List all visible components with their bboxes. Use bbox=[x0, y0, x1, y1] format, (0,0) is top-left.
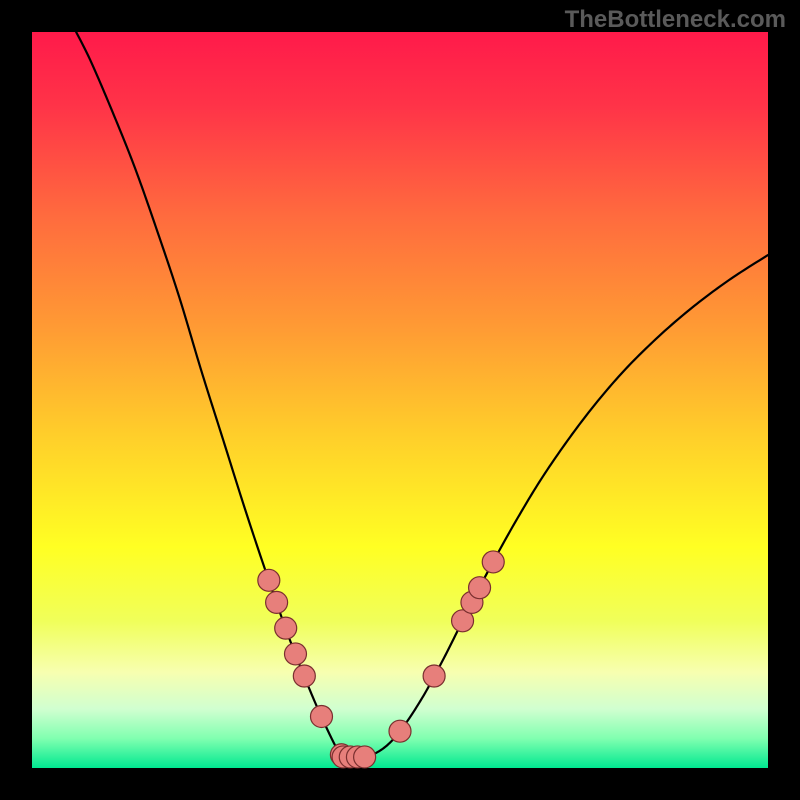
data-marker bbox=[266, 591, 288, 613]
data-marker bbox=[284, 643, 306, 665]
data-marker bbox=[293, 665, 315, 687]
data-marker bbox=[469, 577, 491, 599]
data-marker bbox=[354, 746, 376, 768]
data-marker bbox=[258, 569, 280, 591]
data-marker bbox=[482, 551, 504, 573]
data-marker bbox=[389, 720, 411, 742]
bottleneck-curve bbox=[76, 32, 768, 760]
data-marker bbox=[423, 665, 445, 687]
marker-group bbox=[258, 551, 504, 768]
data-marker bbox=[310, 705, 332, 727]
chart-container: TheBottleneck.com bbox=[0, 0, 800, 800]
watermark-label: TheBottleneck.com bbox=[565, 6, 786, 34]
data-marker bbox=[275, 617, 297, 639]
curve-overlay bbox=[0, 0, 800, 800]
